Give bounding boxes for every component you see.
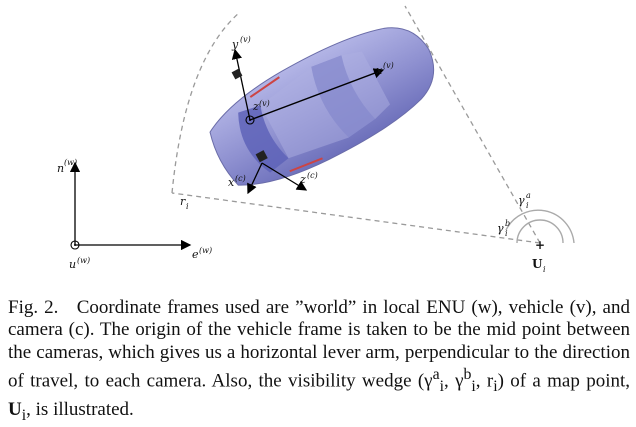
caption-w2s: i bbox=[471, 378, 476, 396]
coordinate-frames-diagram: x (v) y (v) z (v) x (c) z (c) n (w) e (w… bbox=[57, 5, 575, 274]
caption-end: , is illustrated. bbox=[26, 398, 134, 420]
vehicle-car bbox=[209, 27, 435, 186]
vehicle-y-label: y bbox=[231, 38, 239, 51]
camera-z-sup: (c) bbox=[307, 171, 318, 180]
svg-text:a: a bbox=[526, 191, 531, 200]
map-point-sub: i bbox=[543, 265, 546, 274]
vehicle-z-label: z bbox=[252, 100, 259, 113]
vehicle-z-sup: (v) bbox=[259, 99, 270, 108]
gamma-b-label: γ bbox=[497, 222, 504, 235]
svg-text:r: r bbox=[180, 195, 186, 208]
caption-w1s: i bbox=[439, 378, 444, 396]
svg-text:i: i bbox=[186, 202, 189, 211]
gamma-a-label: γ bbox=[518, 194, 525, 207]
range-label: r i bbox=[180, 195, 189, 211]
caption-mid2: , r bbox=[475, 370, 494, 392]
caption-point-sub: i bbox=[21, 406, 27, 424]
camera-frame: x (c) z (c) bbox=[228, 150, 318, 195]
figure-caption: Fig. 2. Coordinate frames used are ”worl… bbox=[8, 297, 630, 427]
world-n-sup: (w) bbox=[64, 158, 77, 167]
caption-point: U bbox=[8, 398, 22, 420]
svg-text:b: b bbox=[505, 219, 510, 228]
map-point-label: U bbox=[532, 257, 543, 271]
map-point: + U i γ a i γ b i bbox=[497, 191, 575, 274]
caption-w3s: i bbox=[493, 378, 498, 396]
svg-text:i: i bbox=[505, 229, 508, 238]
world-u-sup: (w) bbox=[77, 256, 90, 265]
world-e-label: e bbox=[192, 248, 199, 261]
world-u-label: u bbox=[69, 258, 76, 271]
world-frame: n (w) e (w) u (w) bbox=[57, 158, 212, 271]
svg-text:i: i bbox=[526, 201, 529, 210]
caption-text: Coordinate frames used are ”world” in lo… bbox=[8, 297, 630, 392]
camera-x-sup: (c) bbox=[235, 174, 246, 183]
vehicle-x-sup: (v) bbox=[383, 61, 394, 70]
caption-mid1: , γ bbox=[444, 370, 464, 392]
caption-tail: ) of a map point, bbox=[497, 370, 630, 392]
vehicle-frame: x (v) y (v) z (v) bbox=[231, 35, 394, 125]
camera-z-label: z bbox=[299, 173, 306, 186]
world-n-label: n bbox=[57, 162, 64, 175]
caption-w1: a bbox=[432, 366, 440, 384]
camera-x-label: x bbox=[228, 176, 235, 189]
world-e-sup: (w) bbox=[199, 246, 212, 255]
vehicle-x-label: x bbox=[376, 64, 383, 77]
visibility-wedge bbox=[171, 5, 541, 244]
caption-w2: b bbox=[463, 366, 472, 384]
caption-prefix: Fig. 2. bbox=[8, 297, 59, 318]
vehicle-y-sup: (v) bbox=[240, 35, 251, 44]
map-point-marker: + bbox=[535, 238, 545, 252]
